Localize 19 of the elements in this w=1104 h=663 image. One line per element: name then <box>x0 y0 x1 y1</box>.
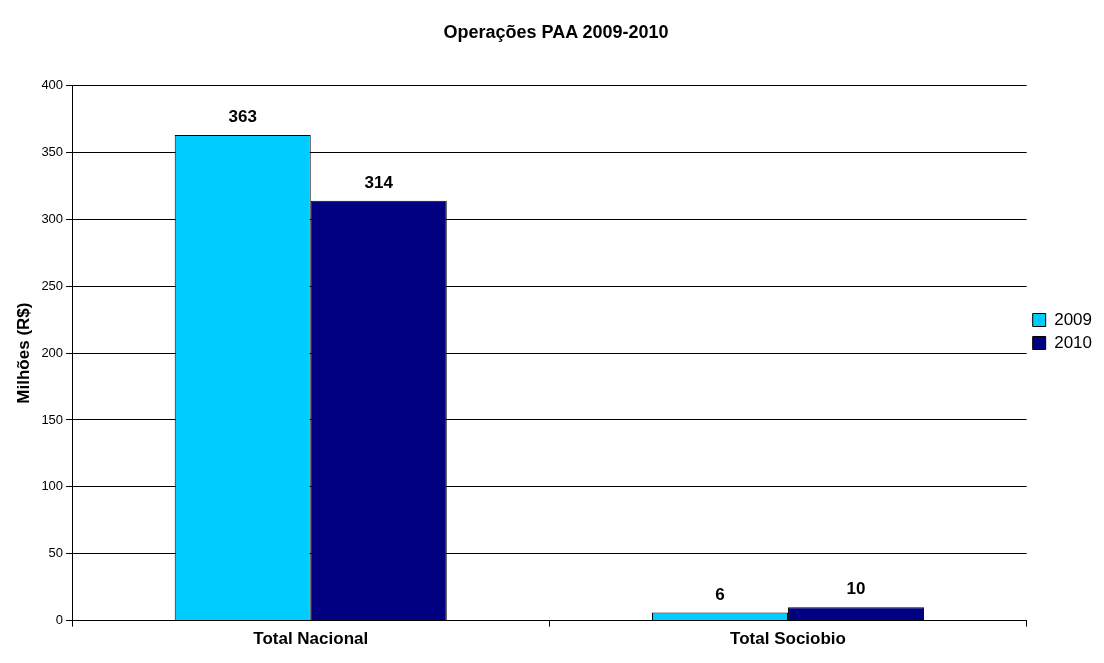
y-tick-label: 150 <box>41 411 64 427</box>
y-tick-label: 300 <box>41 210 64 226</box>
y-tick-label: 50 <box>48 545 64 561</box>
data-label: 314 <box>364 172 394 192</box>
y-tick-label: 400 <box>41 77 64 93</box>
y-tick-label: 350 <box>41 144 64 160</box>
y-tick-label: 100 <box>41 478 64 494</box>
x-tick-label: Total Sociobio <box>730 629 846 649</box>
data-label: 6 <box>715 584 725 604</box>
legend-label: 2009 <box>1054 309 1093 329</box>
legend-label: 2010 <box>1054 332 1093 352</box>
x-tick-label: Total Nacional <box>253 629 369 649</box>
chart-title: Operações PAA 2009-2010 <box>443 21 669 42</box>
y-tick-label: 0 <box>55 612 64 628</box>
data-label: 10 <box>846 579 866 599</box>
data-label: 363 <box>228 107 257 127</box>
y-tick-label: 200 <box>41 344 64 360</box>
y-axis-title: Milhões (R$) <box>13 302 33 404</box>
y-tick-label: 250 <box>41 277 64 293</box>
